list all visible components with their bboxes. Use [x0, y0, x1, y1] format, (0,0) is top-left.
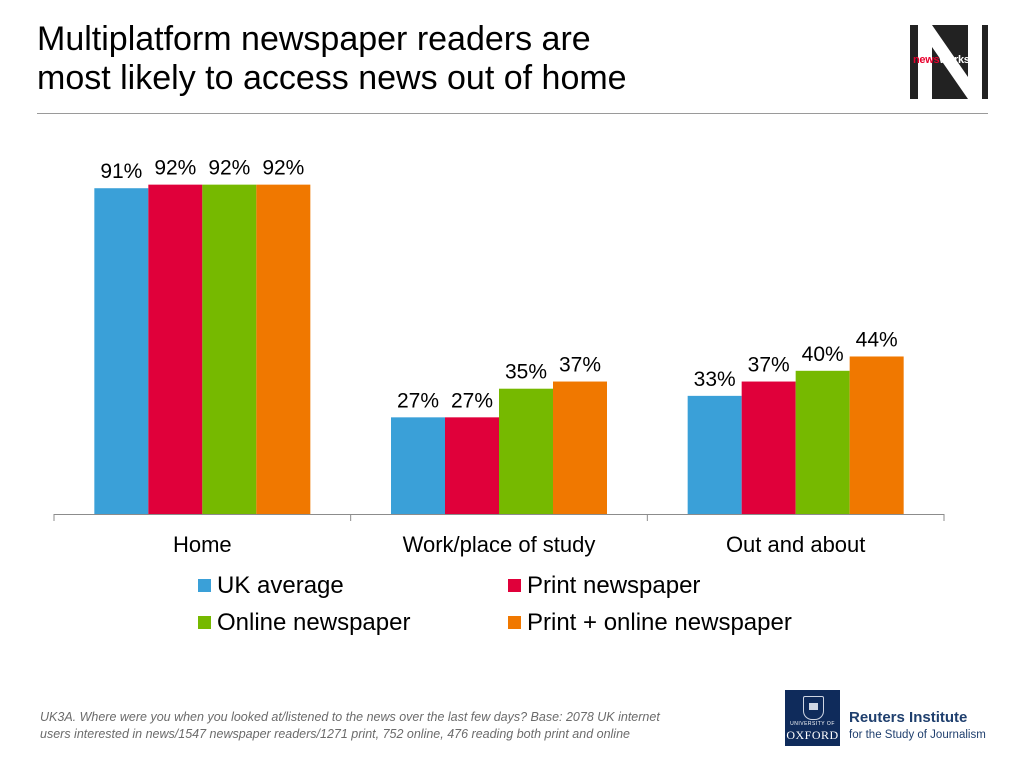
- reuters-institute-subtitle: for the Study of Journalism: [849, 729, 986, 741]
- title-line-2: most likely to access news out of home: [37, 59, 627, 97]
- oxford-university-text: UNIVERSITY OF: [790, 721, 835, 727]
- title-line-1: Multiplatform newspaper readers are: [37, 20, 591, 58]
- data-label: 27%: [397, 389, 439, 412]
- newsworks-wordmark: newsworks: [913, 54, 970, 66]
- slide-title: Multiplatform newspaper readers are most…: [37, 20, 857, 98]
- legend-item: Print + online newspaper: [508, 610, 792, 636]
- legend-label: Online newspaper: [217, 609, 411, 636]
- newsworks-word-part2: works: [939, 54, 970, 66]
- bar: [256, 184, 311, 514]
- legend-item: UK average: [198, 573, 344, 599]
- legend-item: Print newspaper: [508, 573, 700, 599]
- data-label: 44%: [856, 328, 898, 351]
- reuters-institute-name: Reuters Institute: [849, 709, 968, 726]
- bar: [445, 417, 499, 514]
- bar: [795, 370, 850, 514]
- bar: [148, 184, 203, 514]
- bar: [499, 388, 553, 514]
- newsworks-n-shape: [918, 25, 982, 99]
- bar: [849, 356, 904, 514]
- legend-swatch: [508, 616, 521, 629]
- oxford-logo: UNIVERSITY OF OXFORD: [785, 690, 840, 746]
- legend-swatch: [198, 579, 211, 592]
- data-label: 92%: [154, 157, 196, 180]
- bar-chart: 91% 92% 92% 92% Home 27% 27% 35% 37% Work/place o…: [53, 157, 945, 557]
- data-label: 92%: [208, 157, 250, 180]
- footnote-line-2: users interested in news/1547 newspaper …: [40, 727, 630, 741]
- legend-label: UK average: [217, 572, 344, 599]
- bar: [553, 381, 607, 514]
- data-label: 37%: [748, 354, 790, 377]
- bar: [741, 381, 796, 514]
- legend-label: Print + online newspaper: [527, 609, 792, 636]
- footnote-line-1: UK3A. Where were you when you looked at/…: [40, 710, 660, 724]
- data-label: 27%: [451, 389, 493, 412]
- data-label: 91%: [100, 160, 142, 183]
- bar: [391, 417, 445, 514]
- title-divider: [37, 113, 988, 114]
- data-label: 37%: [559, 354, 601, 377]
- bar: [687, 395, 742, 514]
- footnote: UK3A. Where were you when you looked at/…: [40, 709, 760, 743]
- oxford-crest-icon: [803, 696, 824, 720]
- legend-swatch: [508, 579, 521, 592]
- x-tick-label: Work/place of study: [403, 532, 596, 557]
- newsworks-logo: newsworks: [910, 25, 988, 99]
- newsworks-word-part1: news: [913, 54, 940, 66]
- bar: [202, 184, 257, 514]
- legend-item: Online newspaper: [198, 610, 410, 636]
- data-label: 40%: [802, 343, 844, 366]
- data-label: 35%: [505, 361, 547, 384]
- bar: [94, 188, 149, 514]
- data-label: 33%: [694, 368, 736, 391]
- oxford-name-text: OXFORD: [786, 728, 839, 742]
- x-tick-label: Out and about: [726, 532, 865, 557]
- data-label: 92%: [262, 157, 304, 180]
- x-tick-label: Home: [173, 532, 232, 557]
- legend-label: Print newspaper: [527, 572, 701, 599]
- legend-swatch: [198, 616, 211, 629]
